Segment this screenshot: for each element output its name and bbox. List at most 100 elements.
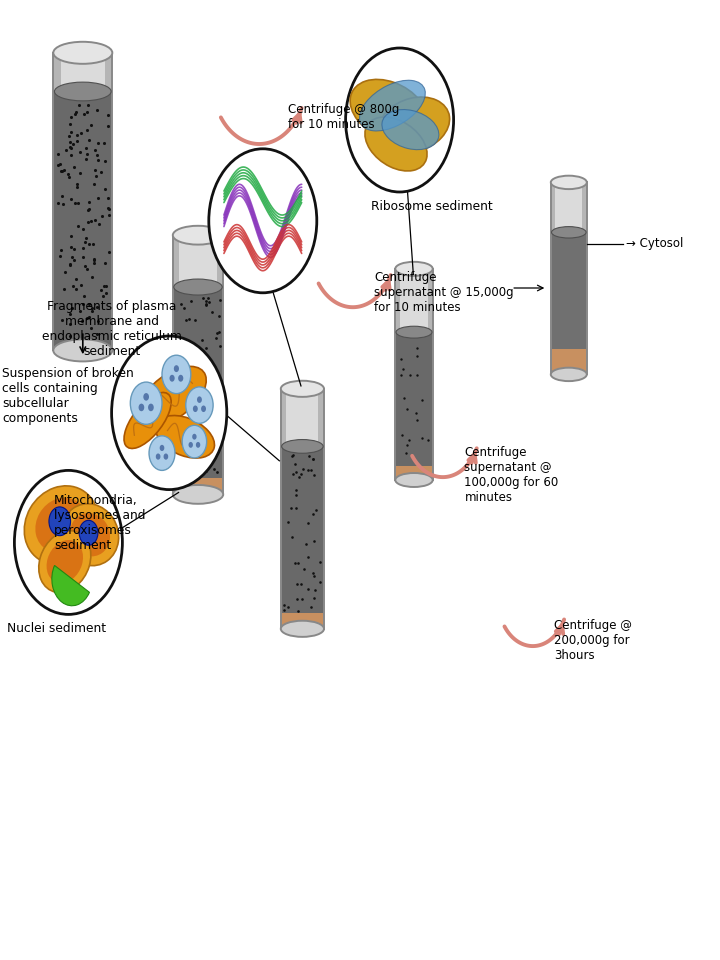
Circle shape [192,434,197,440]
Text: Mitochondria,
lysosomes and
peroxisomes
sediment: Mitochondria, lysosomes and peroxisomes … [54,494,145,552]
Point [83,236,94,252]
Point [55,242,66,257]
Point [67,300,78,315]
Point [98,135,109,151]
Bar [395,269,433,480]
Point [89,252,100,267]
Point [171,341,183,356]
Point [93,217,104,232]
Bar [552,232,586,348]
Point [194,430,205,445]
Point [65,328,76,344]
Ellipse shape [173,485,223,504]
Point [104,245,115,260]
Point [295,467,307,482]
Bar [281,389,324,629]
Point [307,451,319,467]
Point [302,462,313,477]
Point [206,304,217,320]
Point [88,252,99,267]
Point [395,368,407,383]
Point [308,589,320,605]
Point [91,168,102,183]
Point [86,118,97,133]
Point [213,324,225,340]
Point [294,469,305,485]
Circle shape [197,396,202,403]
Point [292,603,304,618]
Bar [551,182,555,374]
Point [55,163,67,179]
Point [174,371,185,386]
Point [171,398,183,414]
Point [282,599,294,614]
Ellipse shape [53,340,112,361]
Point [85,321,96,336]
Point [176,436,188,451]
Point [200,356,212,372]
Point [184,433,195,448]
Bar [174,287,222,494]
Circle shape [49,507,71,536]
Point [176,412,188,427]
Point [68,241,80,256]
Point [307,565,319,581]
Point [81,146,92,161]
Point [178,300,189,315]
Point [171,338,182,353]
Bar [395,269,433,480]
Point [86,303,98,319]
Point [89,162,101,178]
Point [72,218,84,233]
Point [401,437,413,452]
Bar [552,348,586,374]
Point [73,98,85,113]
Bar [282,613,323,629]
Ellipse shape [53,42,112,63]
Point [191,361,202,376]
Point [65,124,76,139]
Bar [54,91,112,350]
Point [179,333,191,348]
Point [80,258,91,274]
Point [202,291,213,306]
Ellipse shape [382,109,439,150]
Point [292,556,304,571]
Point [69,196,81,211]
Point [64,139,76,155]
Point [282,514,294,529]
Point [64,306,76,322]
Point [416,430,428,445]
Point [100,278,112,294]
Point [100,285,112,300]
Point [279,602,290,617]
Point [307,451,318,467]
Point [58,196,69,211]
Point [199,364,210,379]
Point [412,340,423,355]
Bar [582,182,587,374]
Point [74,144,86,159]
Point [86,300,98,316]
Ellipse shape [140,367,206,424]
Bar [173,235,223,494]
Text: Ribosome sediment: Ribosome sediment [371,200,492,213]
Point [71,127,83,142]
Point [201,296,212,311]
Circle shape [148,403,154,411]
Point [66,140,77,156]
Point [56,163,68,179]
Ellipse shape [124,393,171,448]
Bar [551,182,587,374]
Point [84,310,95,325]
Circle shape [346,48,454,192]
Circle shape [186,387,213,423]
Circle shape [201,405,206,412]
Point [397,361,409,376]
Circle shape [209,149,317,293]
Circle shape [174,365,179,372]
Point [91,147,103,162]
Ellipse shape [35,497,87,553]
Point [197,434,209,449]
Bar [281,389,324,629]
